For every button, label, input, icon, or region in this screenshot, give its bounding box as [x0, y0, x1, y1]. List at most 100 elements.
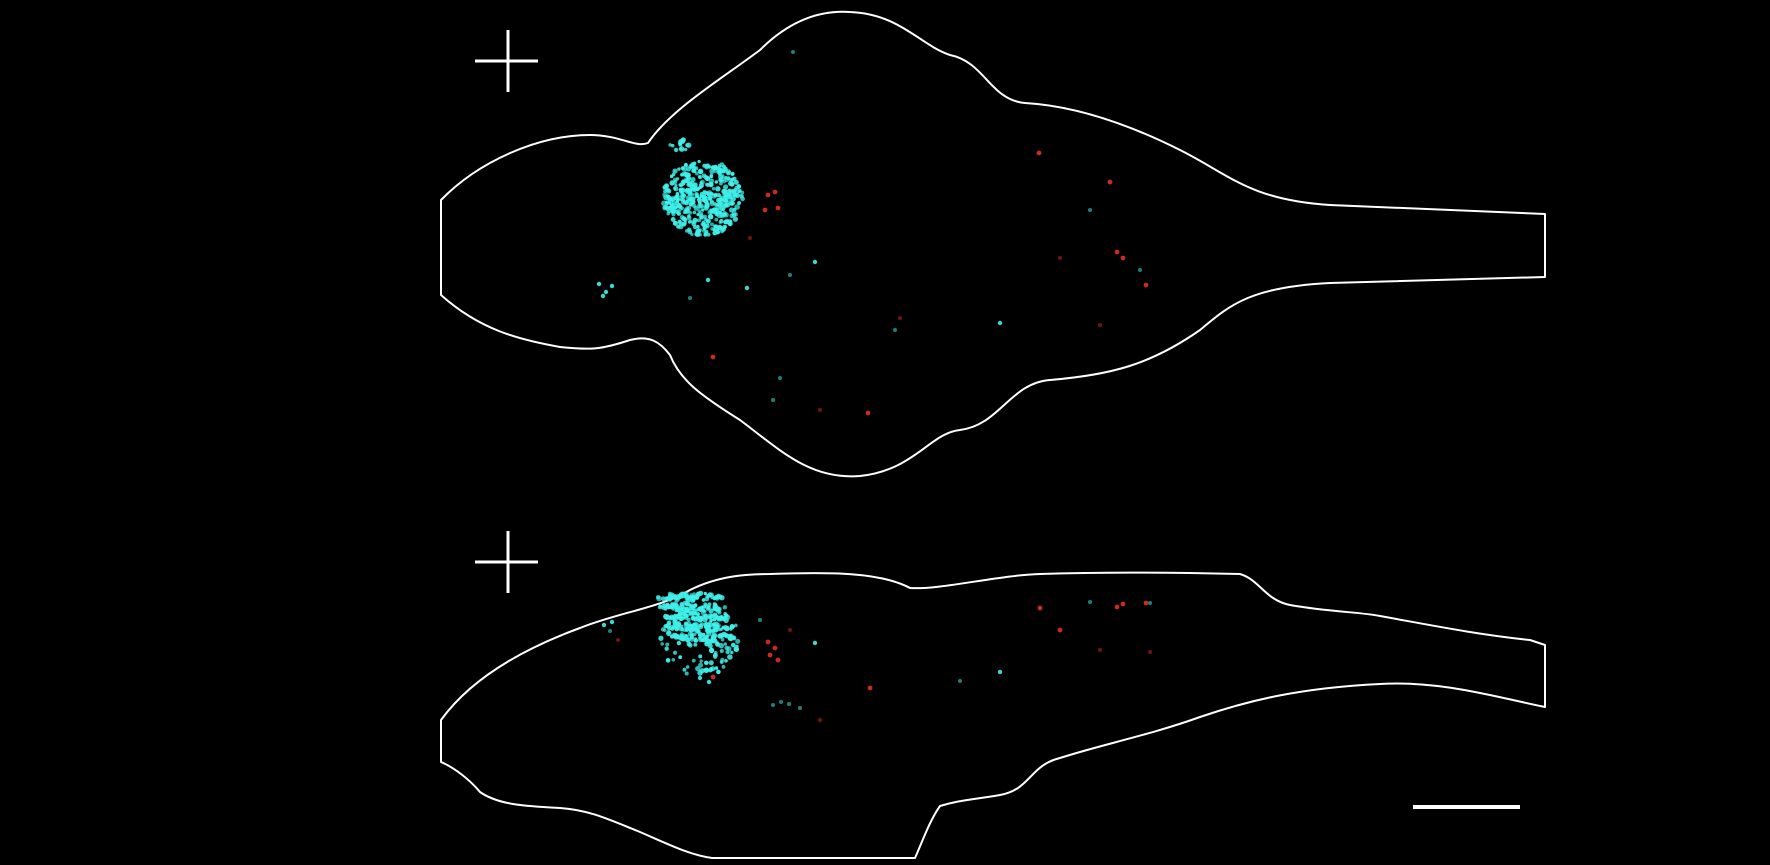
cyan-cell — [722, 605, 727, 610]
red-cell — [765, 639, 771, 645]
dim-cyan-cell — [778, 376, 782, 380]
cyan-cell — [665, 642, 670, 647]
cyan-cell — [702, 632, 706, 637]
cyan-cell — [712, 596, 717, 601]
cyan-cell — [697, 168, 704, 175]
cyan-cell — [713, 224, 718, 229]
cell-cluster-dorsal — [596, 50, 1149, 416]
cyan-cell — [672, 168, 678, 174]
cyan-cell — [695, 628, 701, 634]
cyan-cell — [706, 605, 711, 610]
red-cell — [1120, 601, 1126, 607]
cyan-cell — [671, 212, 676, 217]
cell-cluster-lateral — [601, 590, 1152, 722]
cyan-cell — [698, 637, 703, 643]
cyan-cell — [699, 668, 705, 674]
cyan-cell — [669, 180, 675, 186]
cyan-cell — [723, 212, 729, 218]
cyan-cell — [997, 320, 1003, 326]
cyan-cell — [737, 189, 741, 193]
cyan-cell — [705, 628, 711, 634]
cyan-cell — [695, 186, 701, 192]
cyan-cell — [685, 637, 691, 643]
cyan-cell — [657, 604, 663, 610]
cyan-cell — [708, 667, 713, 673]
cyan-cell — [733, 207, 737, 212]
cyan-cell — [730, 642, 736, 648]
cyan-cell — [691, 221, 697, 227]
cyan-cell — [691, 168, 696, 173]
cyan-cell — [723, 612, 728, 616]
cyan-cell — [707, 213, 714, 220]
cyan-cell — [671, 595, 675, 599]
cyan-cell — [710, 629, 715, 634]
cyan-cell — [690, 232, 694, 237]
dim-cyan-cell — [798, 706, 802, 710]
cyan-cell — [684, 607, 690, 613]
cyan-cell — [724, 176, 728, 180]
cyan-cell — [705, 661, 709, 665]
dim-red-cell — [1058, 256, 1062, 260]
cyan-cell — [713, 650, 718, 655]
cyan-cell — [701, 190, 707, 196]
cyan-cell — [682, 667, 687, 672]
red-cell — [1120, 255, 1126, 261]
cyan-cell — [701, 638, 706, 643]
cyan-cell — [699, 179, 705, 185]
cyan-cell — [720, 176, 725, 182]
cyan-cell — [708, 660, 714, 666]
cyan-cell — [666, 188, 672, 194]
cyan-cell — [697, 616, 704, 622]
red-cell — [772, 645, 778, 651]
dim-red-cell — [1098, 648, 1102, 652]
cyan-cell — [688, 202, 693, 207]
cyan-cell — [697, 159, 701, 164]
cyan-cell — [694, 171, 699, 176]
cyan-cell — [726, 169, 732, 175]
cyan-cell — [712, 165, 717, 171]
cyan-cell — [729, 201, 735, 207]
cyan-cell — [705, 638, 711, 644]
cyan-cell — [665, 657, 671, 663]
cyan-cell — [735, 638, 741, 644]
cyan-cell — [681, 216, 687, 222]
cyan-cell — [701, 208, 705, 212]
cyan-cell — [729, 181, 735, 187]
cyan-cell — [674, 183, 678, 188]
cyan-cell — [670, 143, 675, 148]
cyan-cell — [683, 199, 690, 206]
cyan-cell — [678, 615, 684, 621]
cyan-cell — [704, 229, 709, 234]
cyan-cell — [723, 219, 729, 225]
cyan-cell — [684, 633, 688, 638]
dim-cyan-cell — [1088, 208, 1092, 212]
cyan-cell — [718, 642, 724, 649]
cyan-cell — [669, 614, 675, 620]
cyan-cell — [666, 620, 672, 626]
cyan-cell — [660, 627, 666, 632]
cyan-cell — [734, 623, 738, 628]
cyan-cell — [692, 604, 697, 609]
cyan-cell — [676, 594, 682, 600]
cyan-cell — [735, 644, 739, 649]
red-cell — [710, 674, 716, 680]
cyan-cell — [673, 621, 678, 626]
cyan-cell — [677, 208, 682, 213]
cyan-cell — [692, 210, 697, 215]
cyan-cell — [727, 188, 733, 194]
cyan-cell — [681, 171, 687, 177]
red-cell — [765, 192, 771, 198]
cyan-cell — [686, 641, 692, 647]
cyan-cell — [675, 634, 680, 639]
cyan-cell — [697, 218, 702, 223]
dim-cyan-cell — [1088, 600, 1092, 604]
cyan-cell — [723, 192, 728, 196]
cyan-cell — [723, 203, 728, 208]
cyan-cell — [684, 601, 690, 607]
cyan-cell — [596, 281, 602, 287]
dorsal-brain-outline — [440, 10, 1546, 478]
dorsal-view — [440, 10, 1546, 478]
dim-cyan-cell — [791, 50, 795, 54]
cyan-cell — [703, 622, 707, 627]
cyan-cell — [672, 220, 678, 226]
